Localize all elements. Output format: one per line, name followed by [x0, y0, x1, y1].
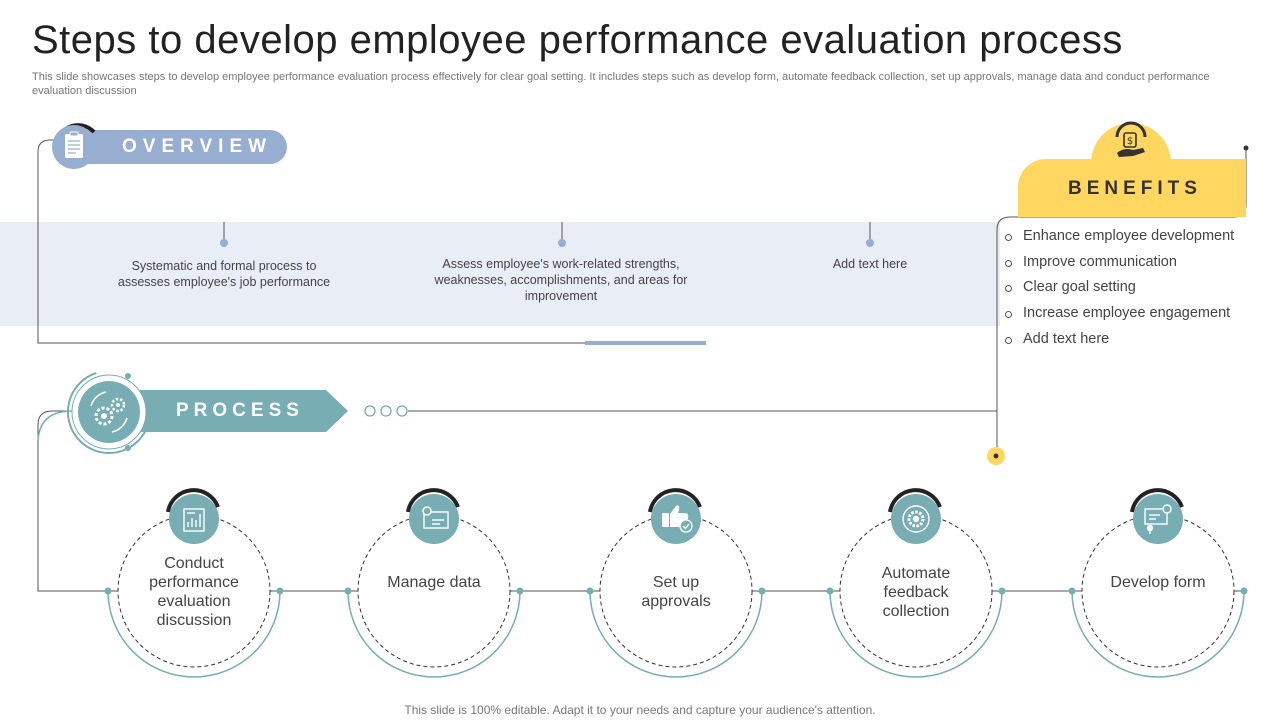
overview-point: Systematic and formal process to assesse…	[117, 259, 331, 289]
benefit-item: Add text here	[1003, 329, 1234, 355]
svg-text:$: $	[1127, 136, 1133, 147]
report-chart-icon	[183, 508, 205, 532]
form-presentation-icon	[1144, 504, 1172, 534]
step-label-2: Manage data	[387, 574, 481, 591]
thumbs-up-check-icon	[662, 505, 693, 533]
overview-label: OVERVIEW	[122, 136, 273, 157]
benefits-badge	[1018, 159, 1246, 217]
benefit-item: Clear goal setting	[1003, 277, 1234, 303]
process-badge	[140, 390, 348, 432]
process-steps	[104, 488, 1248, 678]
clipboard-icon	[52, 123, 96, 169]
step-label-1: Conduct performance evaluation discussio…	[149, 555, 239, 629]
process-label: PROCESS	[176, 400, 304, 421]
page-title: Steps to develop employee performance ev…	[32, 18, 1123, 62]
benefit-item: Increase employee engagement	[1003, 303, 1234, 329]
hand-money-icon: $	[1091, 121, 1171, 163]
overview-band	[0, 222, 1000, 326]
benefit-item: Improve communication	[1003, 252, 1234, 278]
step-circle-3	[586, 488, 766, 678]
gears-icon	[67, 370, 151, 454]
step-label-3: Set up approvals	[641, 574, 711, 610]
step-circle-1	[104, 488, 284, 678]
overview-point: Assess employee's work-related strengths…	[434, 257, 688, 303]
overview-badge	[78, 130, 287, 164]
automation-gear-icon	[902, 505, 930, 533]
page-subtitle: This slide showcases steps to develop em…	[32, 71, 1210, 97]
data-settings-icon	[422, 506, 449, 529]
footer-note: This slide is 100% editable. Adapt it to…	[404, 703, 876, 717]
step-circle-2	[344, 488, 524, 678]
benefits-label: BENEFITS	[1068, 178, 1202, 199]
step-label-4: Automate feedback collection	[881, 565, 951, 620]
step-label-5: Develop form	[1110, 574, 1206, 591]
benefits-list: Enhance employee development Improve com…	[1003, 226, 1234, 354]
overview-point: Add text here	[832, 257, 908, 271]
benefit-item: Enhance employee development	[1003, 226, 1234, 252]
